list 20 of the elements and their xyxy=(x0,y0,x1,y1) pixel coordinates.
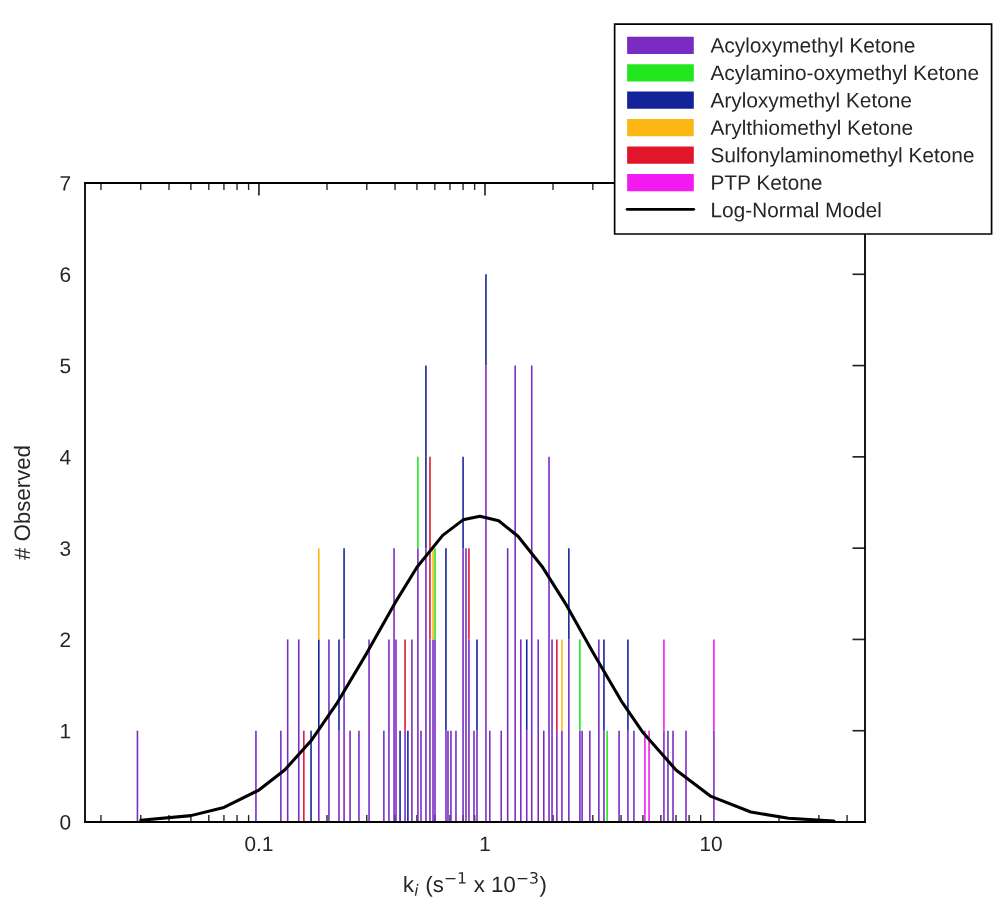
legend-label: PTP Ketone xyxy=(712,175,822,190)
y-tick-label: 4 xyxy=(60,450,71,465)
legend-label: Acyloxymethyl Ketone xyxy=(710,37,915,57)
x-tick-label: 1 xyxy=(480,836,490,851)
legend-label: Arylthiomethyl Ketone xyxy=(710,119,913,140)
legend-label: Acylamino-oxymethyl Ketone xyxy=(710,64,979,85)
y-tick-label: 7 xyxy=(60,176,71,191)
y-axis-title: # Observed xyxy=(13,446,31,560)
y-tick-label: 3 xyxy=(60,541,71,556)
legend-label: Log-Normal Model xyxy=(712,202,881,222)
x-tick-label: 0.1 xyxy=(245,836,273,852)
y-tick-label: 5 xyxy=(60,358,71,374)
x-axis-title: k$_{i}$ (s$^{−1}$ x 10$^{−3}$) xyxy=(404,871,546,897)
legend-label: Aryloxymethyl Ketone xyxy=(710,92,912,112)
y-tick-label: 0 xyxy=(60,815,71,830)
x-tick-label: 10 xyxy=(701,836,722,852)
y-tick-label: 1 xyxy=(61,723,71,739)
y-tick-label: 2 xyxy=(60,632,71,647)
y-tick-label: 6 xyxy=(60,267,71,283)
legend-label: Sulfonylaminomethyl Ketone xyxy=(711,147,974,167)
